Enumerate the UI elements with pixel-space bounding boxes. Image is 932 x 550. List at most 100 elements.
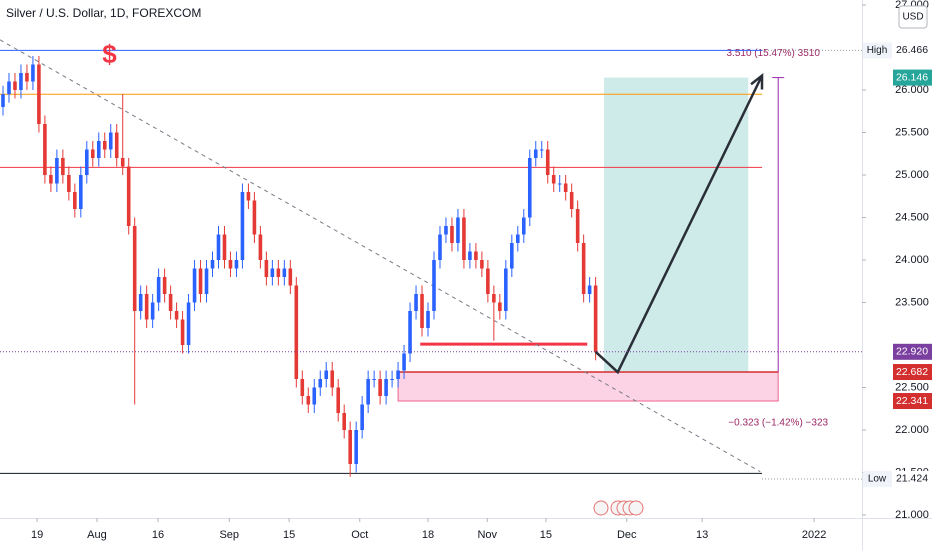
candle-body: [7, 81, 11, 95]
candle-body: [186, 302, 191, 345]
candle-body: [587, 285, 592, 294]
candle-body: [498, 302, 502, 311]
badge-tag-bg: [863, 42, 892, 59]
price-badge: [893, 42, 932, 59]
y-tick-label: 21.000: [895, 509, 929, 521]
candle-body: [114, 132, 119, 158]
y-tick-label: 26.000: [895, 84, 929, 96]
price-badge-label: 26.466: [896, 44, 928, 56]
x-tick-label: Sep: [219, 529, 239, 541]
candle-body: [198, 268, 203, 294]
candle-body: [120, 158, 125, 167]
x-tick-label: 15: [540, 529, 552, 541]
event-icons[interactable]: [593, 500, 644, 516]
candle-body: [49, 175, 53, 184]
candle-body: [384, 379, 388, 396]
candle-body: [37, 64, 41, 124]
candle-body: [67, 175, 71, 192]
candle-body: [474, 251, 478, 260]
x-tick-label: 15: [283, 529, 295, 541]
x-tick-label: Nov: [477, 529, 497, 541]
candle-body: [450, 226, 454, 243]
target-zone: [603, 77, 749, 373]
candle-body: [563, 183, 568, 192]
price-badge: [893, 393, 932, 410]
price-badge: [893, 470, 932, 487]
candle-body: [108, 132, 113, 150]
candle-body: [336, 387, 341, 413]
candle-body: [204, 268, 209, 294]
candle-body: [414, 294, 418, 311]
candle-body: [126, 166, 131, 226]
candle-body: [270, 268, 275, 277]
y-tick-label: 25.000: [895, 169, 929, 181]
candle-body: [168, 294, 173, 311]
y-tick-label: 23.500: [895, 296, 929, 308]
chart-title: Silver / U.S. Dollar, 1D, FOREXCOM: [6, 6, 201, 20]
candle-body: [258, 234, 263, 260]
candle-body: [79, 175, 83, 209]
currency-box[interactable]: [898, 5, 928, 29]
candle-body: [43, 124, 47, 175]
candle-body: [575, 209, 580, 243]
candle-body: [492, 294, 496, 303]
candle-body: [420, 294, 424, 328]
candle-body: [25, 73, 29, 82]
y-tick-label: 24.000: [895, 254, 929, 266]
candle-body: [180, 319, 185, 345]
candle-body: [468, 251, 472, 260]
price-badge: [893, 69, 932, 86]
candle-body: [252, 200, 257, 235]
candle-body: [264, 260, 269, 277]
candle-body: [73, 192, 77, 209]
candle-body: [480, 260, 484, 269]
candle-body: [360, 404, 364, 430]
candle-body: [396, 370, 400, 379]
x-tick-label: Oct: [351, 529, 368, 541]
candle-body: [354, 430, 358, 464]
candle-body: [282, 268, 287, 277]
candle-body: [557, 183, 562, 185]
candle-body: [527, 158, 532, 218]
price-badge-label: 21.424: [896, 473, 928, 485]
candle-body: [342, 413, 346, 430]
x-tick-label: Aug: [87, 529, 107, 541]
candle-body: [13, 81, 17, 90]
y-tick-label: 27.000: [895, 0, 929, 11]
candle-body: [486, 268, 490, 294]
y-tick-label: 24.500: [895, 211, 929, 223]
trend-line: [0, 39, 761, 473]
candle-body: [402, 353, 406, 371]
currency[interactable]: USD: [902, 12, 923, 23]
badge-tag: Low: [868, 474, 887, 485]
x-tick-label: 2022: [802, 529, 826, 541]
candle-body: [539, 149, 544, 151]
candle-body: [581, 243, 586, 294]
candle-body: [348, 430, 352, 464]
candle-body: [378, 379, 382, 396]
candle-body: [324, 370, 329, 379]
price-badge-label: 22.341: [896, 395, 928, 407]
candle-body: [533, 149, 538, 158]
candle-body: [318, 379, 323, 388]
candle-body: [156, 277, 161, 303]
badge-tag-bg: [863, 470, 892, 487]
candle-body: [216, 234, 221, 260]
event-icon[interactable]: [593, 500, 609, 516]
event-icon[interactable]: [628, 500, 644, 516]
x-tick-label: Dec: [617, 529, 637, 541]
candle-body: [162, 277, 167, 294]
x-tick-label: 13: [696, 529, 708, 541]
candle-body: [276, 268, 281, 277]
arrow-path: [594, 75, 764, 375]
candle-body: [55, 158, 59, 184]
candle-body: [372, 379, 376, 380]
price-badge-label: 22.920: [896, 346, 928, 358]
x-tick-label: 18: [422, 529, 434, 541]
candle-body: [96, 141, 101, 158]
candle-body: [551, 175, 556, 184]
y-tick-label: 22.000: [895, 424, 929, 436]
candle-body: [102, 141, 107, 150]
candle-body: [294, 285, 299, 379]
